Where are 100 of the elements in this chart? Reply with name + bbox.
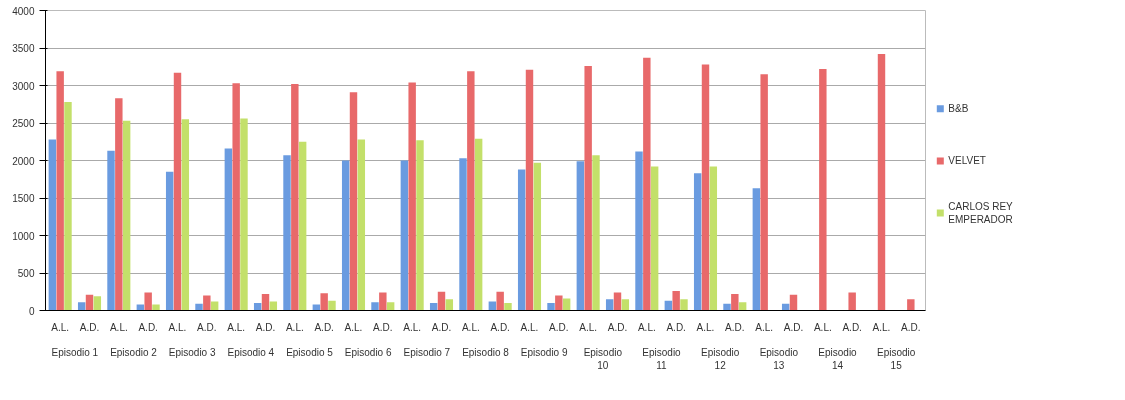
text: Episodio 2 (110, 346, 158, 358)
x-tick-label: A.L. (755, 321, 774, 333)
bar (709, 166, 718, 311)
bar (416, 140, 424, 311)
bar (48, 139, 57, 311)
bar (517, 169, 526, 311)
bar (240, 118, 248, 311)
text: Episodio 5 (286, 346, 334, 358)
bar (349, 92, 358, 311)
x-tick-label: A.L. (109, 321, 128, 333)
x-tick-label: A.L. (461, 321, 480, 333)
bar (592, 155, 600, 311)
text: Episodio 12 (700, 346, 740, 371)
text: Episodio 7 (403, 346, 451, 358)
x-tick-label: A.L. (813, 321, 832, 333)
bar (232, 83, 240, 311)
y-tick-label: 500 (17, 268, 35, 279)
bar (357, 139, 366, 311)
bar (341, 160, 350, 311)
text: Episodio 15 (876, 346, 916, 371)
bar (459, 158, 467, 311)
bar (525, 69, 534, 311)
x-tick-label: A.L. (520, 321, 539, 333)
x-tick-label: A.L. (285, 321, 304, 333)
x-tick-label: A.D. (842, 321, 862, 333)
bar (467, 71, 475, 311)
text: Episodio 8 (462, 346, 510, 358)
bar (64, 102, 72, 311)
legend-label: CARLOS REY EMPERADOR (948, 201, 1014, 226)
x-tick-label: A.L. (872, 321, 891, 333)
bar (261, 294, 270, 311)
bar (504, 303, 512, 311)
y-tick-label: 1000 (12, 230, 35, 242)
bar (144, 292, 152, 311)
x-tick-label: A.L. (579, 321, 598, 333)
x-tick-label: A.D. (901, 321, 921, 333)
bar (576, 161, 585, 311)
bar (203, 295, 211, 311)
bar (650, 166, 659, 311)
text: Episodio 4 (227, 346, 275, 358)
text: Episodio 3 (168, 346, 216, 358)
bar (371, 302, 379, 311)
text: Episodio 14 (818, 346, 858, 371)
bar (848, 292, 856, 311)
y-tick-label: 1500 (12, 193, 35, 204)
bar (165, 171, 174, 311)
x-tick-label: A.L. (51, 321, 70, 333)
bar (93, 296, 102, 311)
x-tick-label: A.D. (607, 321, 628, 333)
bar (533, 162, 542, 311)
text: Episodio 10 (583, 346, 623, 371)
x-tick-label: A.L. (227, 321, 246, 333)
bar (107, 150, 115, 311)
bar (173, 72, 182, 311)
bar (291, 84, 299, 311)
bar (400, 160, 409, 311)
bar (789, 294, 798, 311)
bar (738, 302, 747, 311)
y-tick-label: 3000 (12, 80, 35, 92)
y-tick-label: 2500 (12, 118, 35, 129)
text: Episodio 1 (51, 346, 99, 358)
bar (283, 155, 291, 311)
bar (195, 303, 203, 311)
x-tick-label: A.D. (549, 321, 569, 333)
bar (907, 299, 915, 311)
bar (584, 66, 592, 311)
bar (181, 119, 190, 311)
bar (85, 294, 94, 311)
bar (320, 293, 328, 311)
bar (298, 141, 307, 311)
x-tick-label: A.L. (637, 321, 656, 333)
y-tick-label: 0 (28, 305, 35, 317)
bar (328, 300, 336, 311)
bar (224, 148, 233, 311)
text: Episodio 9 (520, 346, 568, 358)
bar (731, 294, 739, 311)
bar (122, 120, 131, 311)
bar (408, 82, 416, 311)
bar (386, 302, 395, 311)
x-tick-label: A.D. (373, 321, 393, 333)
legend-label: B&B (948, 103, 969, 115)
y-tick-label: 3500 (12, 43, 35, 54)
x-tick-label: A.L. (403, 321, 422, 333)
x-tick-label: A.D. (197, 321, 217, 333)
x-tick-label: A.L. (168, 321, 187, 333)
bar (701, 64, 710, 311)
bar (547, 303, 555, 311)
x-tick-label: A.D. (490, 321, 510, 333)
bar (723, 303, 731, 311)
x-tick-label: A.D. (431, 321, 452, 333)
bar (379, 292, 387, 311)
x-tick-label: A.D. (79, 321, 100, 333)
x-tick-label: A.L. (344, 321, 363, 333)
x-tick-label: A.D. (138, 321, 158, 333)
bar (680, 299, 688, 311)
bar (474, 138, 483, 311)
x-tick-label: A.D. (783, 321, 804, 333)
bar (496, 291, 504, 311)
bar (752, 188, 761, 311)
bar (56, 71, 64, 311)
